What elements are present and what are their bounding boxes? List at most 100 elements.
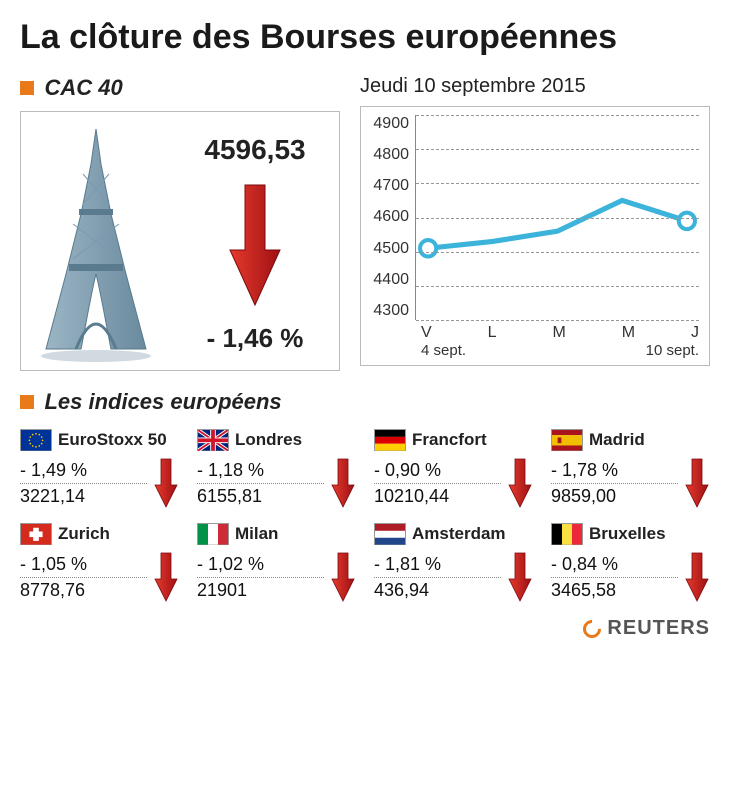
cac40-values: 4596,53 - 1,46 % [181,124,329,364]
x-tick-label: M [552,324,565,342]
x-tick-label: V [421,324,432,342]
cac40-value: 4596,53 [204,134,305,166]
index-text: - 1,78 % 9859,00 [551,460,678,507]
x-tick-label: M [622,324,635,342]
index-pct: - 1,05 % [20,554,147,578]
reuters-logo-icon [580,616,605,641]
gridline [416,115,699,116]
index-cell: Amsterdam - 1,81 % 436,94 [374,523,533,603]
down-arrow-icon [153,551,179,603]
index-name: Milan [235,524,278,544]
index-cell: Bruxelles - 0,84 % 3465,58 [551,523,710,603]
index-pct: - 1,49 % [20,460,147,484]
x-tick-label: L [488,324,497,342]
y-tick-label: 4700 [367,177,409,195]
index-pct: - 1,78 % [551,460,678,484]
index-head: EuroStoxx 50 [20,429,179,451]
index-cell: EuroStoxx 50 - 1,49 % 3221,14 [20,429,179,509]
index-pct: - 0,90 % [374,460,501,484]
down-arrow-icon [684,457,710,509]
footer-brand: REUTERS [20,617,710,640]
y-tick-label: 4300 [367,302,409,320]
index-body: - 1,81 % 436,94 [374,551,533,603]
index-value: 9859,00 [551,486,678,507]
cac40-heading: CAC 40 [20,75,340,101]
index-body: - 0,90 % 10210,44 [374,457,533,509]
down-arrow-icon [330,551,356,603]
gridline [416,218,699,219]
y-tick-label: 4600 [367,208,409,226]
index-text: - 1,02 % 21901 [197,554,324,601]
index-pct: - 1,18 % [197,460,324,484]
x-tick-label: J [691,324,699,342]
x-start-label: 4 sept. [421,342,466,359]
down-arrow-icon [330,457,356,509]
indices-grid: EuroStoxx 50 - 1,49 % 3221,14 Londres - … [20,429,710,603]
chart-block: Jeudi 10 septembre 2015 4900 4800 4700 4600… [360,75,710,366]
index-value: 21901 [197,580,324,601]
index-text: - 1,81 % 436,94 [374,554,501,601]
index-head: Milan [197,523,356,545]
index-name: Francfort [412,430,487,450]
index-cell: Londres - 1,18 % 6155,81 [197,429,356,509]
flag-icon [551,523,583,545]
chart-date-label: Jeudi 10 septembre 2015 [360,75,710,98]
index-value: 10210,44 [374,486,501,507]
page-title: La clôture des Bourses européennes [20,18,710,57]
cac40-label: CAC 40 [44,75,122,100]
index-text: - 1,18 % 6155,81 [197,460,324,507]
eiffel-tower-icon [31,124,161,364]
index-head: Londres [197,429,356,451]
plot-area [415,115,699,320]
brand-label: REUTERS [607,617,710,640]
index-cell: Zurich - 1,05 % 8778,76 [20,523,179,603]
index-head: Francfort [374,429,533,451]
index-body: - 1,02 % 21901 [197,551,356,603]
flag-icon [20,523,52,545]
flag-icon [551,429,583,451]
y-tick-label: 4500 [367,240,409,258]
chart-marker [679,213,695,229]
index-head: Zurich [20,523,179,545]
infographic-container: La clôture des Bourses européennes CAC 4… [0,0,730,650]
gridline [416,149,699,150]
indices-label: Les indices européens [44,389,281,414]
down-arrow-icon [507,457,533,509]
flag-icon [20,429,52,451]
flag-icon [197,429,229,451]
cac40-panel: 4596,53 - 1,46 % [20,111,340,371]
index-text: - 1,49 % 3221,14 [20,460,147,507]
index-text: - 1,05 % 8778,76 [20,554,147,601]
x-axis: VLMMJ [367,324,699,342]
y-tick-label: 4900 [367,115,409,133]
index-text: - 0,84 % 3465,58 [551,554,678,601]
index-name: Zurich [58,524,110,544]
cac40-change: - 1,46 % [207,323,304,354]
index-value: 8778,76 [20,580,147,601]
chart-area: 4900480047004600450044004300 [367,115,699,320]
gridline [416,252,699,253]
index-pct: - 0,84 % [551,554,678,578]
cac40-block: CAC 40 [20,75,340,371]
gridline [416,183,699,184]
flag-icon [374,523,406,545]
index-value: 3221,14 [20,486,147,507]
index-cell: Francfort - 0,90 % 10210,44 [374,429,533,509]
index-value: 6155,81 [197,486,324,507]
index-body: - 1,05 % 8778,76 [20,551,179,603]
x-axis-sublabels: 4 sept. 10 sept. [367,342,699,359]
index-name: EuroStoxx 50 [58,430,167,450]
chart-frame: 4900480047004600450044004300 VLMMJ 4 sep… [360,106,710,366]
index-head: Madrid [551,429,710,451]
flag-icon [374,429,406,451]
gridline [416,286,699,287]
index-body: - 1,49 % 3221,14 [20,457,179,509]
index-pct: - 1,81 % [374,554,501,578]
down-arrow-icon [225,180,285,310]
chart-line [428,200,687,248]
index-name: Madrid [589,430,645,450]
y-tick-label: 4800 [367,146,409,164]
index-body: - 1,78 % 9859,00 [551,457,710,509]
section-marker-icon [20,395,34,409]
index-cell: Madrid - 1,78 % 9859,00 [551,429,710,509]
